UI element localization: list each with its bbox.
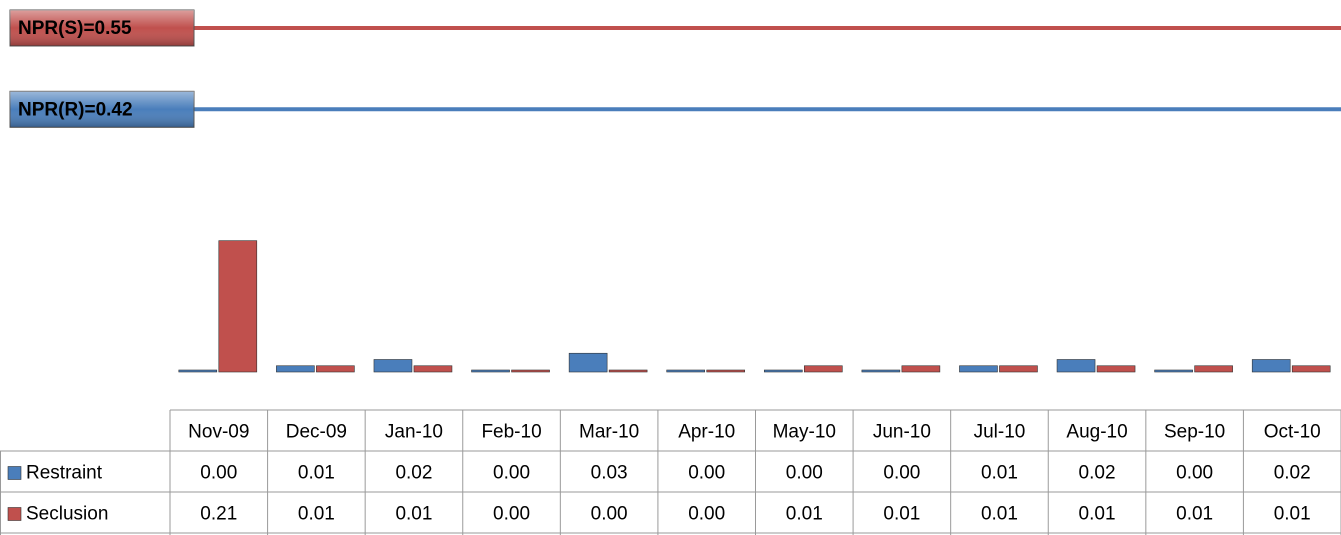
reference-label-shade [10, 91, 194, 128]
reference-label: NPR(R)=0.42 [18, 99, 133, 120]
bar [1194, 365, 1233, 373]
legend-swatch [7, 507, 22, 521]
data-label: 0.00 [200, 463, 237, 484]
x-tick-label: Nov-09 [188, 422, 249, 443]
data-label: 0.02 [395, 463, 432, 484]
bar [373, 359, 413, 373]
data-label: 0.00 [883, 463, 920, 484]
data-label: 0.00 [493, 463, 530, 484]
data-label: 0.00 [493, 504, 530, 525]
x-tick-label: Sep-10 [1164, 422, 1225, 443]
x-tick-label: Jul-10 [974, 422, 1026, 443]
x-tick-label: Dec-09 [286, 422, 347, 443]
bar [1251, 359, 1291, 373]
data-label: 0.00 [688, 463, 725, 484]
data-label: 0.01 [395, 504, 432, 525]
data-label: 0.01 [786, 504, 823, 525]
data-label: 0.01 [883, 504, 920, 525]
bar [803, 365, 843, 373]
legend-swatch [7, 466, 22, 480]
bar [901, 365, 941, 373]
data-label: 0.02 [1079, 463, 1116, 484]
x-tick-label: May-10 [773, 422, 836, 443]
data-label: 0.01 [981, 463, 1018, 484]
x-tick-label: Aug-10 [1066, 422, 1127, 443]
data-label: 0.01 [1176, 504, 1213, 525]
x-tick-label: Apr-10 [678, 422, 735, 443]
bar [276, 365, 315, 373]
bar [608, 369, 648, 373]
bar [666, 369, 706, 373]
bar [413, 365, 453, 373]
bar [706, 369, 746, 373]
data-label: 0.01 [298, 504, 335, 525]
data-label: 0.02 [1274, 463, 1311, 484]
data-label: 0.00 [591, 504, 628, 525]
data-label: 0.21 [200, 504, 237, 525]
data-label: 0.01 [981, 504, 1018, 525]
reference-label-shade [10, 10, 194, 46]
bar [1096, 365, 1136, 373]
x-tick-label: Feb-10 [481, 422, 541, 443]
x-tick-label: Oct-10 [1264, 422, 1321, 443]
bar [316, 365, 355, 373]
bar [218, 240, 258, 373]
data-label: 0.00 [1176, 463, 1213, 484]
bar [999, 365, 1038, 373]
data-label: 0.01 [1079, 504, 1116, 525]
x-tick-label: Jan-10 [385, 422, 443, 443]
bar [959, 365, 998, 373]
bar [178, 369, 218, 373]
bar [763, 369, 803, 373]
bar [511, 369, 550, 373]
x-tick-label: Jun-10 [873, 422, 931, 443]
data-label: 0.03 [591, 463, 628, 484]
data-label: 0.01 [298, 463, 335, 484]
bar [471, 369, 510, 373]
bar [1154, 369, 1193, 373]
reference-label: NPR(S)=0.55 [18, 18, 132, 39]
x-tick-label: Mar-10 [579, 422, 639, 443]
data-label: 0.00 [786, 463, 823, 484]
bar [568, 352, 608, 373]
bar [1291, 365, 1331, 373]
legend-label: Seclusion [26, 504, 108, 525]
bar [1056, 359, 1096, 373]
data-label: 0.01 [1274, 504, 1311, 525]
bar [861, 369, 901, 373]
legend-label: Restraint [26, 463, 103, 484]
data-label: 0.00 [688, 504, 725, 525]
